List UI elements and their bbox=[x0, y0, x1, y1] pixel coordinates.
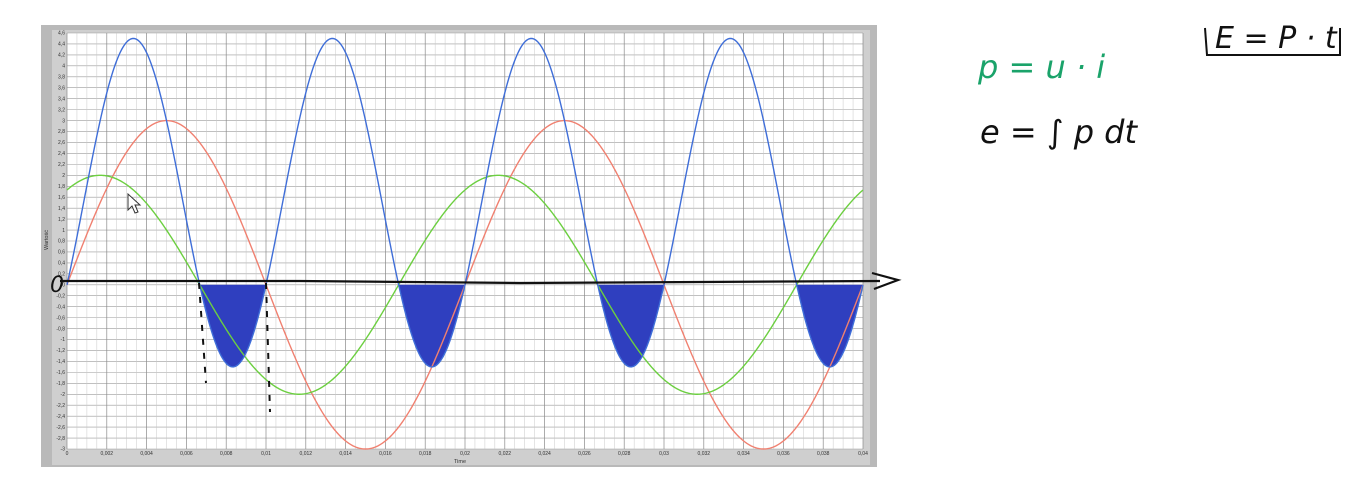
negative-power-area bbox=[199, 284, 266, 367]
x-tick-label: 0,004 bbox=[140, 451, 153, 457]
dashed-marker-left bbox=[198, 282, 207, 384]
y-tick-label: 0,8 bbox=[58, 239, 65, 245]
y-tick-label: 3,8 bbox=[58, 74, 65, 80]
x-tick-label: 0,03 bbox=[659, 451, 669, 457]
y-tick-label: -2,4 bbox=[56, 414, 65, 420]
x-tick-label: 0,02 bbox=[460, 451, 470, 457]
y-tick-label: -1,6 bbox=[56, 370, 65, 376]
x-tick-label: 0,016 bbox=[379, 451, 392, 457]
y-tick-labels: 4,6 4,4 4,2 4 3,8 3,6 3,4 3,2 3 2,8 2,6 2,4 2,2 2 1,8 1… bbox=[56, 31, 65, 453]
x-tick-label: 0,034 bbox=[737, 451, 750, 457]
y-tick-label: -1,2 bbox=[56, 348, 65, 354]
x-tick-label: 0,008 bbox=[220, 451, 233, 457]
y-tick-label: 4,4 bbox=[58, 42, 65, 48]
y-tick-label: -1,8 bbox=[56, 381, 65, 387]
y-tick-label: -1 bbox=[61, 337, 66, 343]
y-tick-label: 2,8 bbox=[58, 129, 65, 135]
formula-box-bracket bbox=[1204, 27, 1341, 56]
negative-power-area bbox=[597, 284, 664, 367]
mouse-cursor-icon bbox=[127, 192, 142, 214]
y-tick-label: 1,4 bbox=[58, 206, 65, 212]
x-tick-label: 0 bbox=[66, 451, 69, 457]
y-tick-label: -2,2 bbox=[56, 403, 65, 409]
y-tick-label: 3,2 bbox=[58, 107, 65, 113]
grid-lines bbox=[66, 32, 864, 450]
x-tick-label: 0,002 bbox=[101, 451, 114, 457]
y-tick-label: 2,6 bbox=[58, 140, 65, 146]
origin-label: 0 bbox=[50, 273, 64, 298]
y-tick-label: 1,8 bbox=[58, 184, 65, 190]
hand-drawn-arrow-head bbox=[871, 271, 902, 291]
y-tick-label: 0,6 bbox=[58, 250, 65, 256]
energy-boxed-formula: E = P · t bbox=[1215, 21, 1338, 56]
y-tick-label: 4,2 bbox=[58, 53, 65, 59]
y-tick-label: -1,4 bbox=[56, 359, 65, 365]
shaded-areas bbox=[199, 284, 863, 367]
x-tick-label: 0,012 bbox=[300, 451, 313, 457]
x-tick-label: 0,022 bbox=[499, 451, 512, 457]
x-tick-label: 0,01 bbox=[261, 451, 271, 457]
y-tick-label: 2 bbox=[62, 173, 65, 179]
x-tick-label: 0,038 bbox=[817, 451, 830, 457]
y-tick-label: -0,8 bbox=[56, 326, 65, 332]
y-tick-label: 3 bbox=[62, 118, 65, 124]
y-tick-label: 4,6 bbox=[58, 31, 65, 37]
y-tick-label: -2 bbox=[61, 392, 66, 398]
y-tick-label: -0,2 bbox=[56, 293, 65, 299]
x-tick-label: 0,028 bbox=[618, 451, 631, 457]
y-tick-label: 0,4 bbox=[58, 261, 65, 267]
x-tick-label: 0,018 bbox=[419, 451, 432, 457]
y-tick-label: 1 bbox=[62, 228, 65, 234]
x-tick-label: 0,024 bbox=[538, 451, 551, 457]
negative-power-area bbox=[398, 284, 465, 367]
y-tick-label: 2,2 bbox=[58, 162, 65, 168]
negative-power-area bbox=[796, 284, 863, 367]
x-tick-label: 0,036 bbox=[777, 451, 790, 457]
x-axis-title: Time bbox=[454, 459, 466, 465]
y-tick-label: 0,2 bbox=[58, 272, 65, 278]
y-tick-label: 4 bbox=[62, 64, 65, 70]
y-tick-label: 1,2 bbox=[58, 217, 65, 223]
x-tick-label: 0,026 bbox=[578, 451, 591, 457]
y-axis-title: Wartość bbox=[44, 230, 50, 250]
y-tick-label: 3,4 bbox=[58, 96, 65, 102]
y-tick-label: -2,8 bbox=[56, 436, 65, 442]
power-formula: p = u · i bbox=[977, 48, 1105, 86]
x-tick-labels: 0 0,002 0,004 0,006 0,008 0,01 0,012 0,014 0,016… bbox=[66, 451, 868, 457]
energy-integral-formula: e = ∫ p dt bbox=[980, 113, 1138, 151]
x-tick-label: 0,04 bbox=[858, 451, 868, 457]
y-tick-label: -0,4 bbox=[56, 304, 65, 310]
y-tick-label: 1,6 bbox=[58, 195, 65, 201]
hand-drawn-axis-line bbox=[60, 279, 881, 285]
y-tick-label: -0,6 bbox=[56, 315, 65, 321]
x-tick-label: 0,032 bbox=[698, 451, 711, 457]
x-tick-label: 0,006 bbox=[180, 451, 193, 457]
x-tick-label: 0,014 bbox=[339, 451, 352, 457]
y-tick-label: 0 bbox=[62, 282, 65, 288]
y-tick-label: -2,6 bbox=[56, 425, 65, 431]
y-tick-label: 2,4 bbox=[58, 151, 65, 157]
y-tick-label: -3 bbox=[61, 447, 66, 453]
y-tick-label: 3,6 bbox=[58, 85, 65, 91]
